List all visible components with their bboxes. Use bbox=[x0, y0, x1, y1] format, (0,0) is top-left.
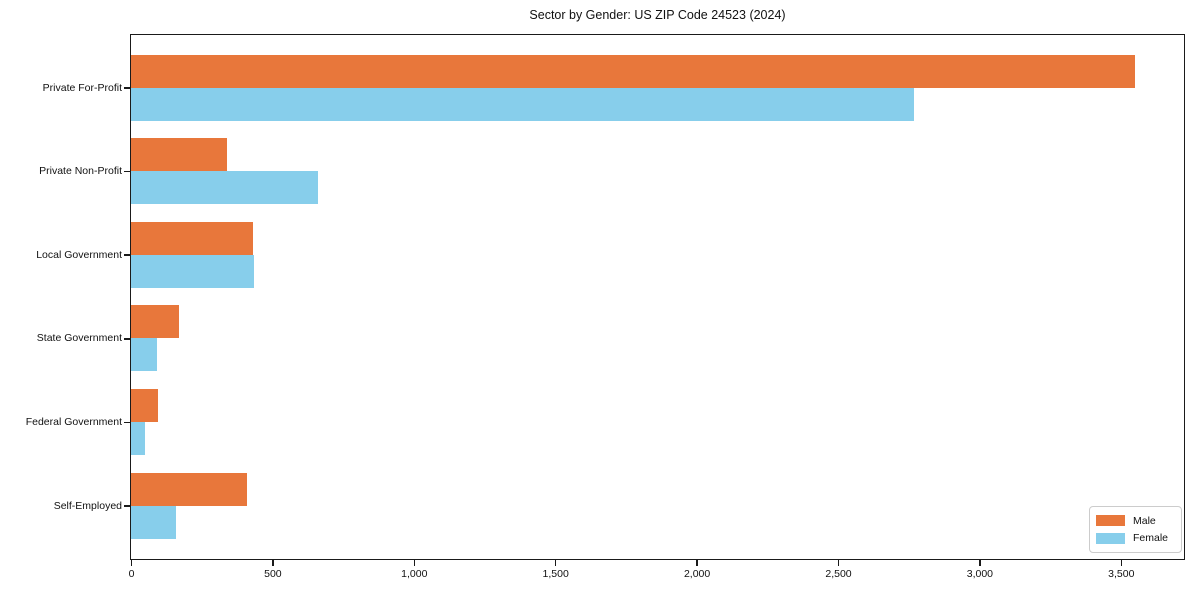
x-tick-0 bbox=[130, 560, 133, 566]
y-tick-label-self-employed: Self-Employed bbox=[53, 499, 122, 512]
plot-area bbox=[130, 34, 1185, 560]
y-tick-private-for-profit bbox=[124, 87, 130, 89]
chart-title: Sector by Gender: US ZIP Code 24523 (202… bbox=[529, 8, 786, 22]
y-tick-label-private-for-profit: Private For-Profit bbox=[42, 81, 122, 94]
y-tick-local-government bbox=[124, 254, 130, 256]
bar-female-local-government bbox=[131, 254, 254, 288]
female-series-swatch bbox=[1096, 532, 1125, 544]
x-tick-label-0: 0 bbox=[128, 568, 135, 580]
y-tick-self-employed bbox=[124, 505, 130, 507]
x-tick-3000 bbox=[979, 560, 981, 566]
bar-male-private-for-profit bbox=[131, 54, 1135, 88]
y-tick-label-federal-government: Federal Government bbox=[25, 415, 122, 428]
bar-female-state-government bbox=[131, 338, 157, 372]
y-tick-state-government bbox=[124, 338, 130, 340]
x-tick-label-2500: 2,500 bbox=[825, 568, 852, 580]
y-tick-label-state-government: State Government bbox=[36, 332, 122, 345]
bar-female-private-non-profit bbox=[131, 171, 318, 205]
male-series-swatch bbox=[1096, 515, 1125, 527]
bar-male-state-government bbox=[131, 305, 180, 339]
legend-item-female: Female bbox=[1096, 532, 1175, 544]
x-tick-label-3000: 3,000 bbox=[966, 568, 994, 580]
x-tick-label-1000: 1,000 bbox=[401, 568, 428, 580]
bar-female-federal-government bbox=[131, 421, 146, 455]
y-tick-label-local-government: Local Government bbox=[36, 248, 122, 261]
legend-label-female: Female bbox=[1133, 532, 1169, 545]
y-tick-federal-government bbox=[124, 421, 130, 424]
bar-male-private-non-profit bbox=[131, 138, 228, 172]
x-tick-3500 bbox=[1120, 560, 1122, 566]
bar-female-private-for-profit bbox=[131, 87, 915, 121]
x-tick-label-500: 500 bbox=[264, 568, 282, 580]
legend-item-male: Male bbox=[1096, 515, 1175, 527]
x-tick-500 bbox=[272, 560, 274, 566]
x-tick-label-1500: 1,500 bbox=[542, 568, 569, 580]
x-tick-2000 bbox=[696, 560, 698, 566]
x-tick-label-2000: 2,000 bbox=[683, 568, 711, 580]
bar-male-federal-government bbox=[131, 388, 158, 422]
bar-male-local-government bbox=[131, 221, 253, 255]
bar-female-self-employed bbox=[131, 505, 177, 539]
x-tick-1500 bbox=[554, 560, 557, 566]
legend-label-male: Male bbox=[1133, 514, 1156, 527]
bar-male-self-employed bbox=[131, 472, 247, 506]
y-tick-label-private-non-profit: Private Non-Profit bbox=[39, 165, 122, 178]
y-tick-private-non-profit bbox=[124, 170, 130, 173]
x-tick-label-3500: 3,500 bbox=[1108, 568, 1135, 580]
x-tick-1000 bbox=[413, 560, 415, 566]
x-tick-2500 bbox=[837, 560, 840, 566]
legend: Male Female bbox=[1089, 506, 1182, 553]
